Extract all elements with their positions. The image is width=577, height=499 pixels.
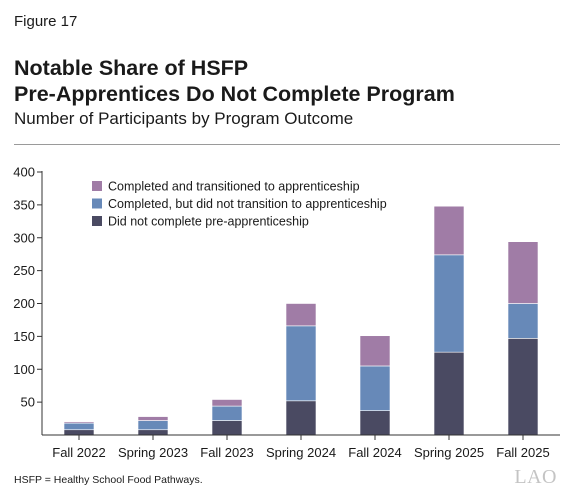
legend-swatch-1 xyxy=(92,198,102,209)
bar-segment-spring-2024-series-0 xyxy=(285,400,317,436)
lao-logo: LAO xyxy=(514,466,557,488)
bar-segment-spring-2025-series-0 xyxy=(433,351,465,436)
footnote: HSFP = Healthy School Food Pathways. xyxy=(14,474,203,486)
x-tick-label: Fall 2022 xyxy=(52,445,105,460)
chart-title: Notable Share of HSFP Pre-Apprentices Do… xyxy=(14,55,564,107)
bar-segment-fall-2025-series-2 xyxy=(507,241,539,304)
chart-title-line-1: Notable Share of HSFP xyxy=(14,56,249,80)
x-tick-label: Spring 2023 xyxy=(118,445,188,460)
chart-subtitle: Number of Participants by Program Outcom… xyxy=(14,109,354,128)
bar-segment-spring-2024-series-2 xyxy=(285,303,317,327)
x-tick-label: Spring 2025 xyxy=(414,445,484,460)
legend-label-0: Did not complete pre-apprenticeship xyxy=(108,215,309,229)
bar-segment-fall-2023-series-2 xyxy=(211,399,243,407)
legend-label-2: Completed and transitioned to apprentice… xyxy=(108,180,360,194)
x-tick-label: Fall 2025 xyxy=(496,445,549,460)
bar-segment-fall-2022-series-0 xyxy=(63,429,95,436)
y-tick-label: 300 xyxy=(13,230,35,245)
bar-segment-spring-2024-series-1 xyxy=(285,325,317,402)
figure-label: Figure 17 xyxy=(14,13,78,30)
bar-segment-fall-2023-series-0 xyxy=(211,420,243,436)
y-tick-label: 400 xyxy=(13,165,35,180)
bar-segment-spring-2025-series-1 xyxy=(433,254,465,353)
chart-title-line-2: Pre-Apprentices Do Not Complete Program xyxy=(14,82,455,106)
bar-segment-fall-2024-series-2 xyxy=(359,335,391,367)
bar-segment-fall-2025-series-0 xyxy=(507,338,539,436)
bar-segment-spring-2023-series-1 xyxy=(137,420,169,431)
x-tick-label: Fall 2023 xyxy=(200,445,253,460)
y-tick-label: 350 xyxy=(13,197,35,212)
bar-segment-fall-2024-series-0 xyxy=(359,410,391,436)
y-tick-label: 150 xyxy=(13,329,35,344)
stacked-bar-chart: 50 100 150 200 250 300 350 400 Fall 2022 Spring 2… xyxy=(13,165,560,460)
bar-segment-spring-2023-series-2 xyxy=(137,416,169,421)
bar-segment-fall-2022-series-1 xyxy=(63,422,95,431)
bar-segment-spring-2025-series-2 xyxy=(433,205,465,256)
bar-segment-spring-2023-series-0 xyxy=(137,429,169,436)
x-tick-label: Fall 2024 xyxy=(348,445,401,460)
legend-swatch-0 xyxy=(92,216,102,226)
legend-label-1: Completed, but did not transition to app… xyxy=(108,197,387,211)
title-divider xyxy=(14,144,560,145)
legend-swatch-2 xyxy=(92,181,102,191)
x-tick-label: Spring 2024 xyxy=(266,445,336,460)
y-tick-label: 250 xyxy=(13,263,35,278)
y-tick-label: 200 xyxy=(13,296,35,311)
bar-segment-fall-2022-series-2 xyxy=(63,421,95,424)
bar-segment-fall-2025-series-1 xyxy=(507,303,539,339)
bar-segment-fall-2024-series-1 xyxy=(359,365,391,411)
bar-segment-fall-2023-series-1 xyxy=(211,405,243,421)
y-tick-label: 100 xyxy=(13,362,35,377)
y-tick-label: 50 xyxy=(21,395,35,410)
